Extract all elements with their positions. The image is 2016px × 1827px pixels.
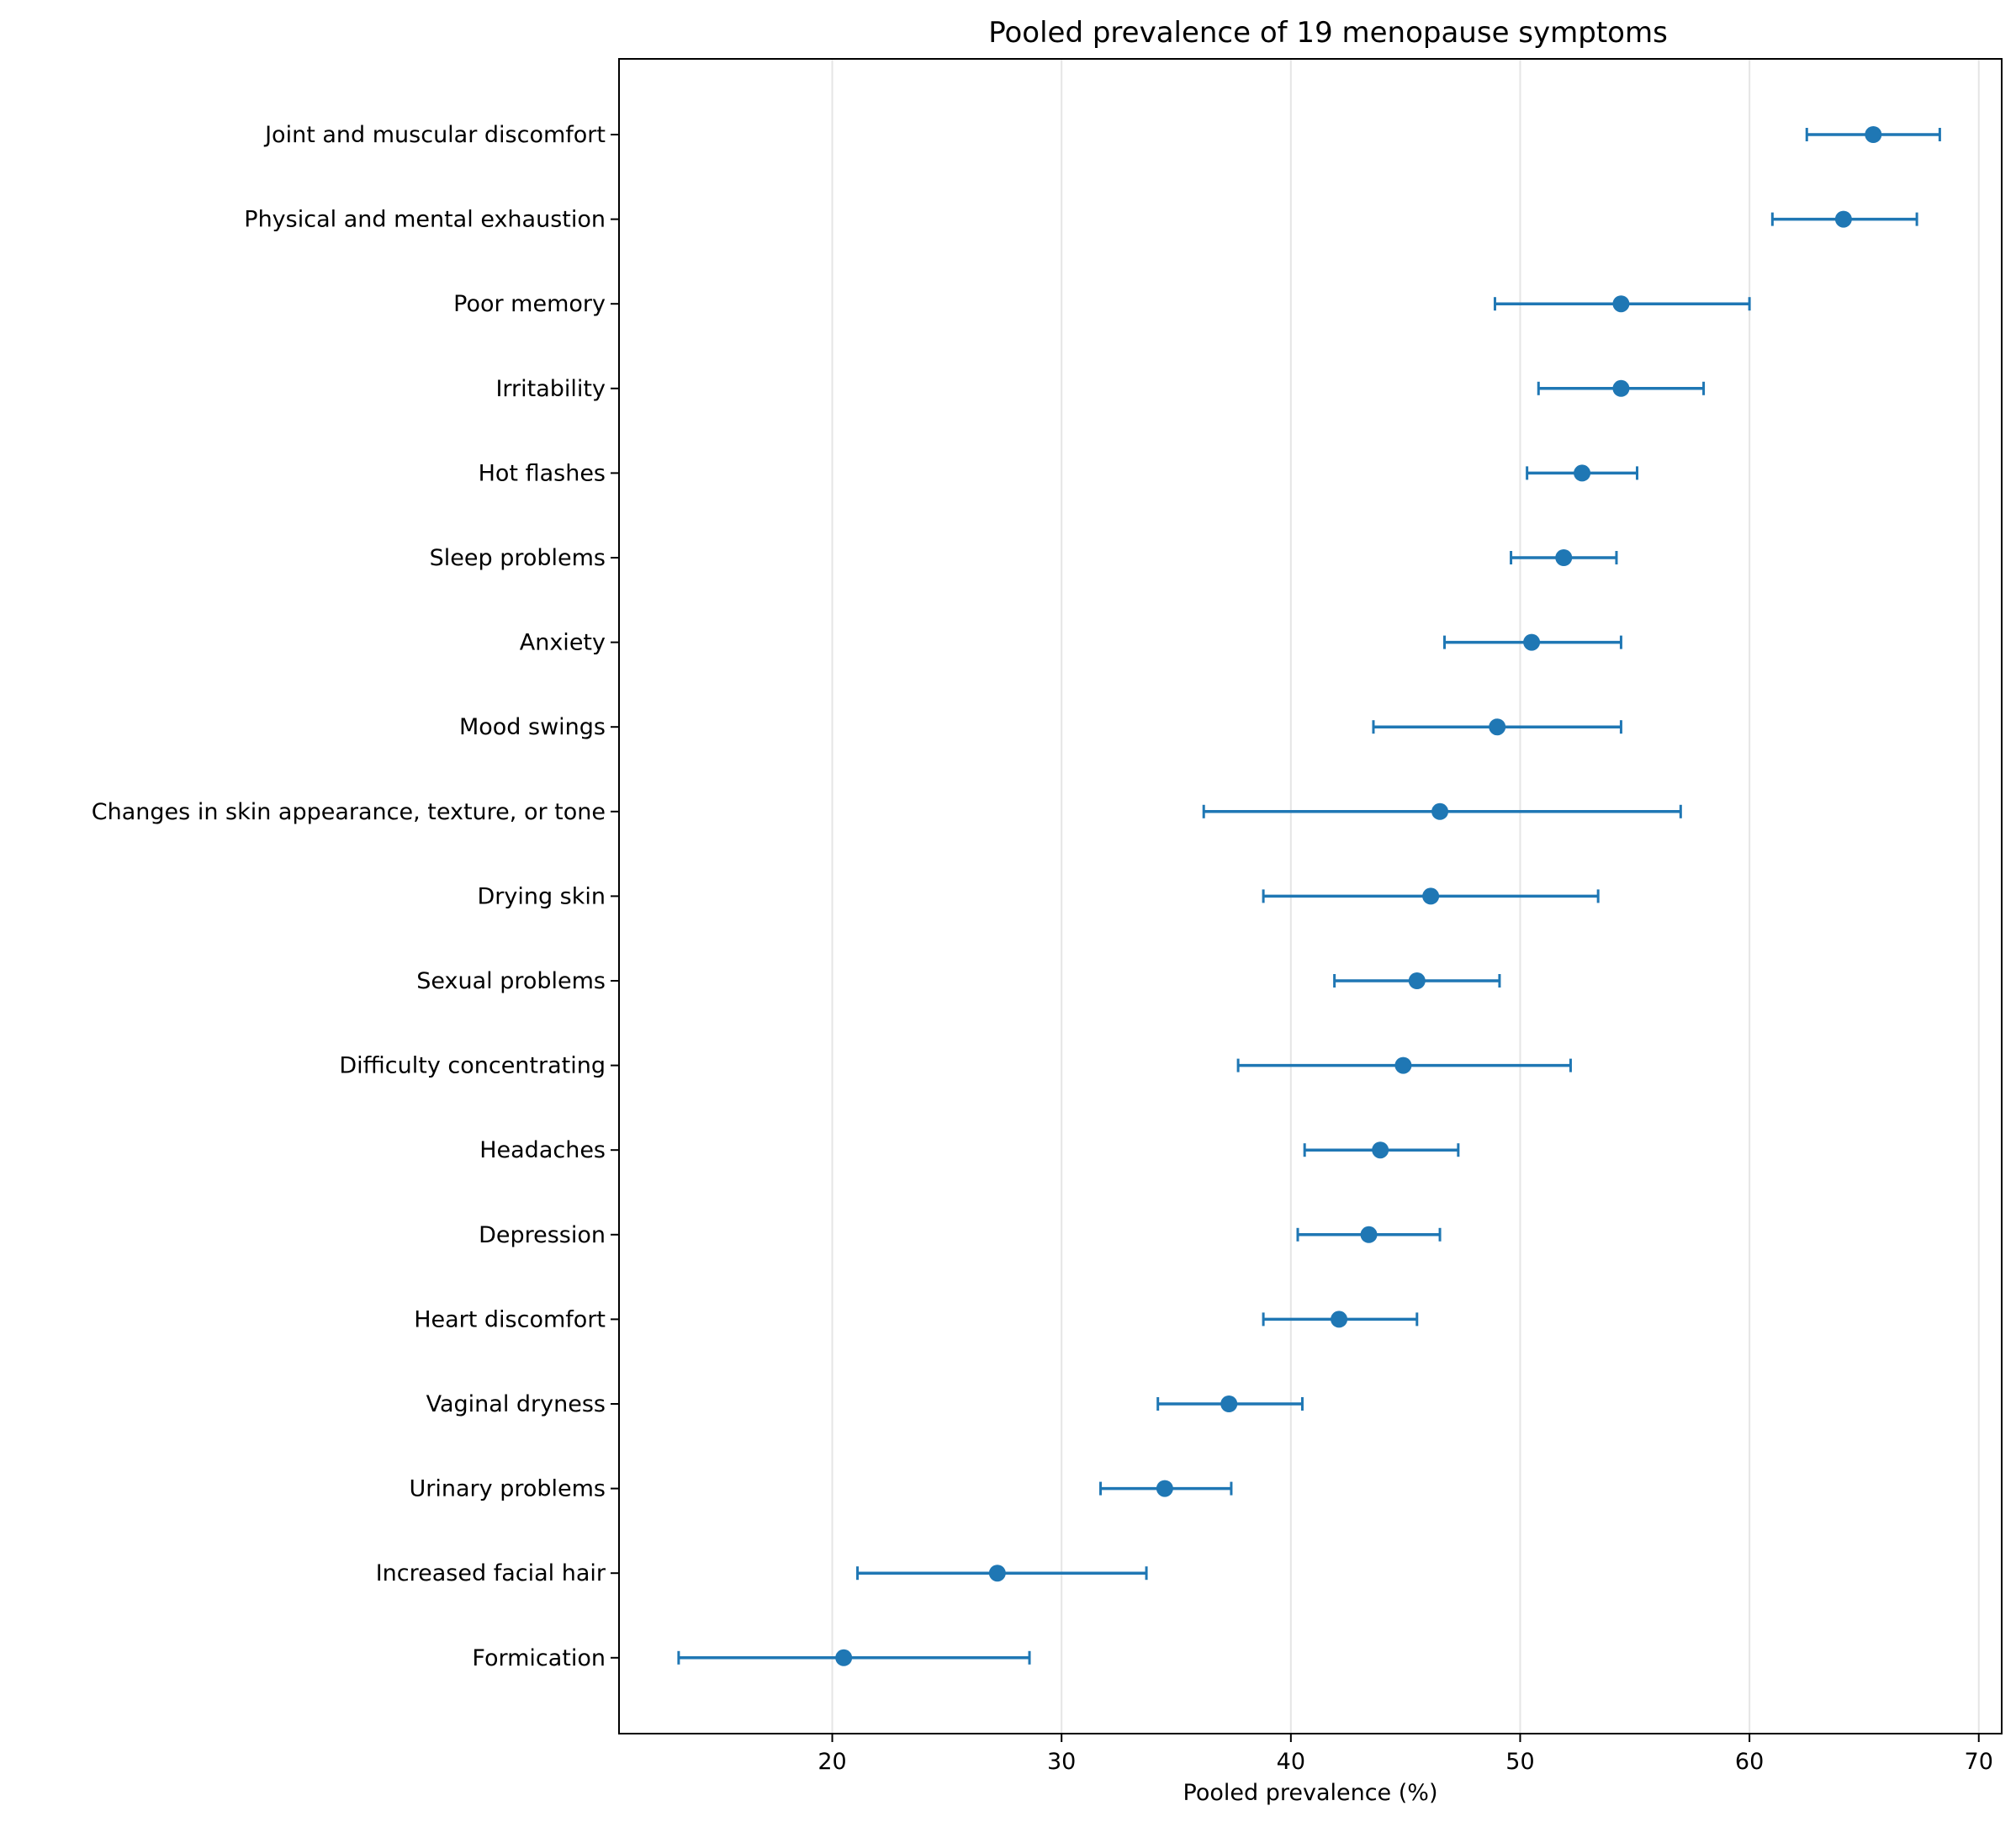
data-point [1394,1056,1412,1074]
y-tick-label: Mood swings [459,714,606,740]
y-tick-label: Sleep problems [430,545,606,571]
y-tick-label: Increased facial hair [376,1560,606,1586]
y-tick-label: Anxiety [520,630,606,656]
x-tick-label: 20 [818,1749,846,1775]
error-bars [677,128,1941,1665]
data-point [1489,718,1506,736]
data-point [1331,1311,1348,1328]
data-point [1156,1480,1173,1497]
x-tick-label: 70 [1965,1749,1993,1775]
y-axis-ticks: Joint and muscular discomfort Physical an… [92,122,619,1671]
data-point [1431,802,1449,820]
data-point [1612,295,1630,313]
y-tick-label: Difficulty concentrating [339,1053,606,1079]
data-point [835,1649,853,1666]
x-axis-ticks: 20 30 40 50 60 70 [818,1734,1993,1775]
x-tick-label: 50 [1505,1749,1534,1775]
x-axis-label: Pooled prevalence (%) [1183,1780,1438,1806]
data-point [1422,887,1440,905]
y-tick-label: Urinary problems [410,1476,606,1502]
data-point [1408,972,1426,989]
y-tick-label: Changes in skin appearance, texture, or … [92,799,606,825]
y-tick-label: Drying skin [477,883,606,909]
y-tick-label: Sexual problems [416,968,606,994]
y-tick-label: Depression [479,1222,606,1248]
x-tick-label: 60 [1735,1749,1764,1775]
y-tick-label: Heart discomfort [414,1306,606,1332]
data-point [1555,549,1573,566]
x-tick-label: 40 [1277,1749,1305,1775]
chart-title: Pooled prevalence of 19 menopause sympto… [988,16,1668,50]
y-tick-label: Irritability [495,376,606,402]
data-point [1220,1395,1238,1412]
y-tick-label: Joint and muscular discomfort [263,122,606,148]
data-point [1360,1226,1378,1243]
y-tick-label: Vaginal dryness [426,1391,606,1417]
x-tick-label: 30 [1047,1749,1076,1775]
data-point [1865,126,1882,143]
data-point [1372,1141,1389,1159]
data-point [1834,210,1852,228]
data-point [1523,633,1541,651]
y-tick-label: Headaches [479,1137,606,1163]
data-point [1612,379,1630,397]
data-point [1574,464,1591,482]
y-tick-label: Formication [472,1645,606,1671]
data-point [988,1565,1006,1582]
data-points [835,126,1882,1666]
y-tick-label: Poor memory [453,291,606,317]
y-tick-label: Physical and mental exhaustion [244,207,606,233]
y-tick-label: Hot flashes [479,460,606,486]
